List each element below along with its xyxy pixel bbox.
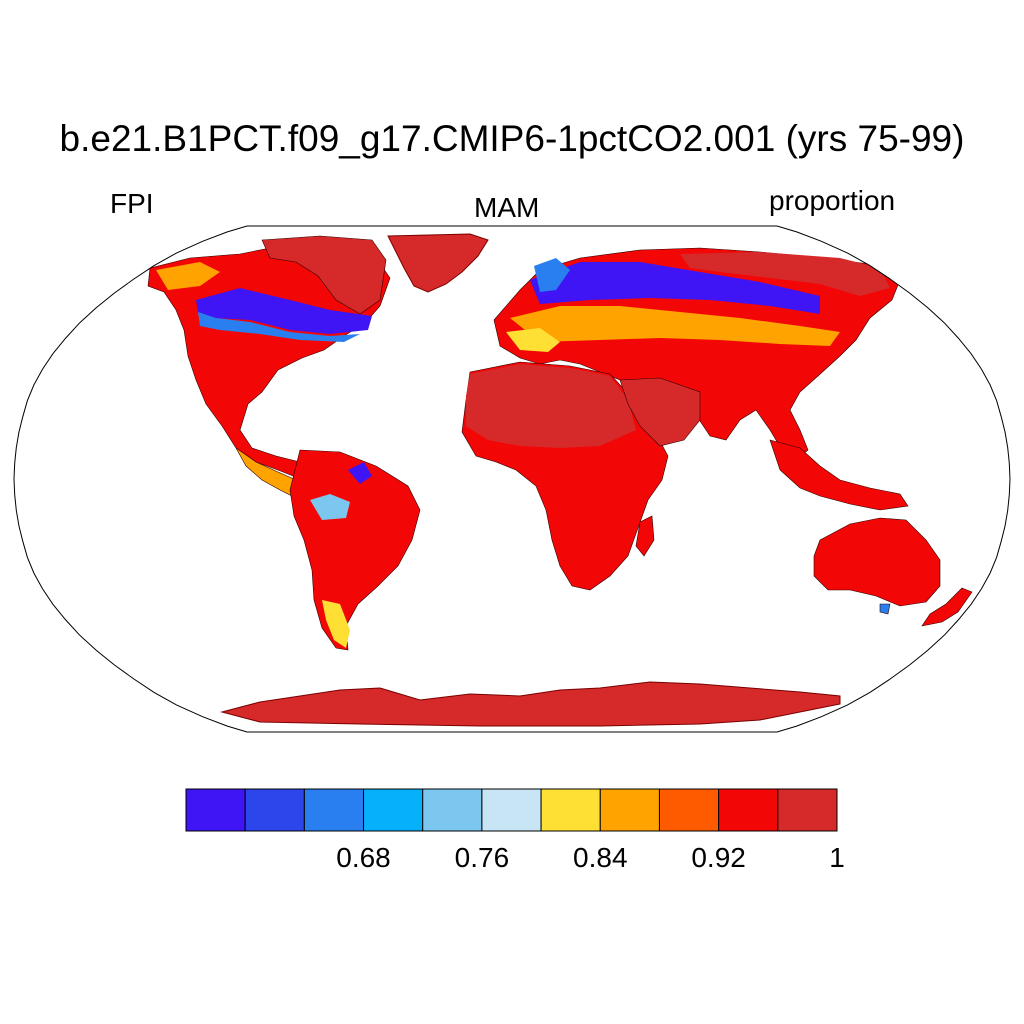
variable-label: FPI [110,188,154,219]
greenland [387,233,489,293]
se-asia [769,439,909,511]
units-label: proportion [769,185,896,216]
colorbar-tick-label: 0.76 [454,842,510,873]
map-title: b.e21.B1PCT.f09_g17.CMIP6-1pctCO2.001 (y… [59,118,965,159]
map-boundary [13,225,1011,733]
scandinavia [534,258,570,292]
taiga-yellow-band [510,306,840,346]
colorbar-tick-label: 1 [829,842,845,873]
colorbar-box [718,788,779,832]
siberia-darkred [680,252,890,296]
arabia-darkred [619,377,701,447]
colorbar-box [481,788,542,832]
amazon-lightblue [310,494,350,520]
colorbar-box [658,788,720,832]
colorbar-box [244,788,305,832]
tasmania [879,603,891,615]
colorbar-box [599,788,660,832]
boreal-lightblue-band [198,312,360,342]
colorbar-box [363,788,424,832]
sahara-darkred [466,364,636,448]
colorbar-box [540,788,601,832]
amazon-blue [348,462,372,484]
colorbar-box [303,788,365,832]
new-zealand [921,587,973,627]
season-label: MAM [474,192,540,223]
australia [813,517,941,607]
colorbar-box [185,788,246,832]
alaska-yellow [156,262,220,290]
taiga-blue-band [530,262,820,314]
canada-arctic [261,235,387,315]
land-field [147,233,973,727]
colorbar-tick-label: 0.92 [691,842,746,873]
colorbar-tick-label: 0.68 [336,842,391,873]
boreal-blue-band [196,288,372,334]
patagonia-yellow [322,600,350,648]
madagascar [635,515,655,557]
colorbar-box [422,788,483,832]
colorbar-tick-label: 0.84 [573,842,628,873]
europe-yellow [506,328,560,352]
antarctica [220,681,841,727]
colorbar-box [777,788,838,832]
